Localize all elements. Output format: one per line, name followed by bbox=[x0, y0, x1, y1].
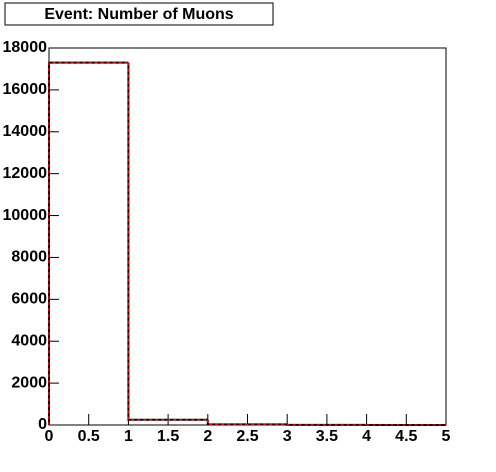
histogram-bin-overlay bbox=[48, 61, 129, 425]
x-tick-label: 1 bbox=[124, 428, 133, 445]
histogram-bin-overlay bbox=[286, 424, 367, 426]
y-tick-label: 8000 bbox=[11, 249, 47, 266]
x-tick-label: 5 bbox=[442, 428, 451, 445]
x-tick-label: 3.5 bbox=[316, 428, 338, 445]
x-tick-label: 1.5 bbox=[157, 428, 179, 445]
x-tick-label: 4 bbox=[362, 428, 371, 445]
y-tick-label: 4000 bbox=[11, 332, 47, 349]
chart-title: Event: Number of Muons bbox=[44, 6, 233, 23]
y-tick-label: 6000 bbox=[11, 291, 47, 308]
histogram-bin-overlay bbox=[207, 419, 288, 426]
x-tick-label: 4.5 bbox=[395, 428, 417, 445]
histogram-bin-overlay bbox=[127, 62, 208, 421]
x-tick-label: 0 bbox=[45, 428, 54, 445]
x-tick-label: 0.5 bbox=[78, 428, 100, 445]
histogram-bin bbox=[48, 61, 129, 425]
y-tick-label: 14000 bbox=[3, 123, 48, 140]
y-tick-label: 16000 bbox=[3, 81, 48, 98]
x-tick-label: 3 bbox=[283, 428, 292, 445]
title-box bbox=[4, 2, 274, 26]
y-tick-label: 10000 bbox=[3, 207, 48, 224]
x-tick-label: 2.5 bbox=[236, 428, 258, 445]
y-tick-label: 12000 bbox=[3, 165, 48, 182]
plot-frame bbox=[48, 47, 447, 426]
y-tick-label: 18000 bbox=[3, 39, 48, 56]
y-tick-label: 0 bbox=[38, 416, 47, 433]
histogram-bin bbox=[127, 62, 208, 421]
x-tick-label: 2 bbox=[203, 428, 212, 445]
y-tick-label: 2000 bbox=[11, 374, 47, 391]
